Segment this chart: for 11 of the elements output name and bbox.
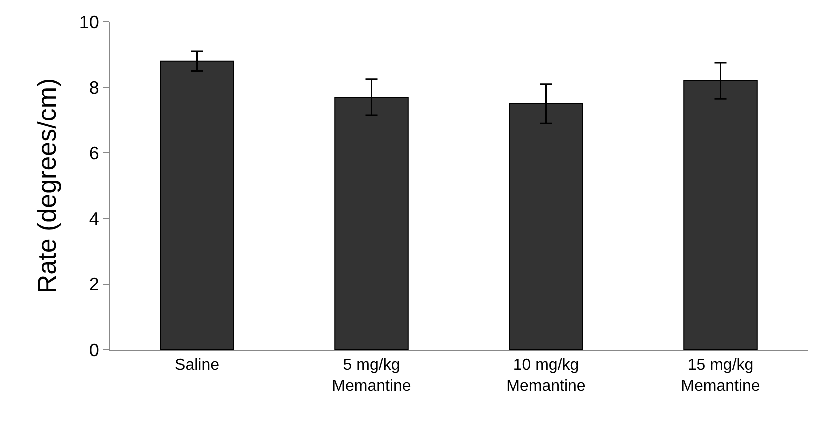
x-tick-label: 10 mg/kg Memantine (506, 357, 586, 395)
x-tick-label: Saline (175, 357, 220, 374)
y-tick-label: 4 (89, 209, 100, 230)
x-tick-label: 15 mg/kg Memantine (681, 357, 760, 395)
y-tick-label: 6 (89, 144, 100, 164)
x-tick-label: 5 mg/kg Memantine (332, 357, 412, 395)
y-tick-label: 8 (89, 78, 100, 98)
y-tick-label: 10 (79, 12, 100, 32)
y-tick-label: 0 (89, 340, 100, 360)
y-axis-title: Rate (degrees/cm) (32, 78, 62, 294)
y-tick-label: 2 (89, 274, 100, 295)
